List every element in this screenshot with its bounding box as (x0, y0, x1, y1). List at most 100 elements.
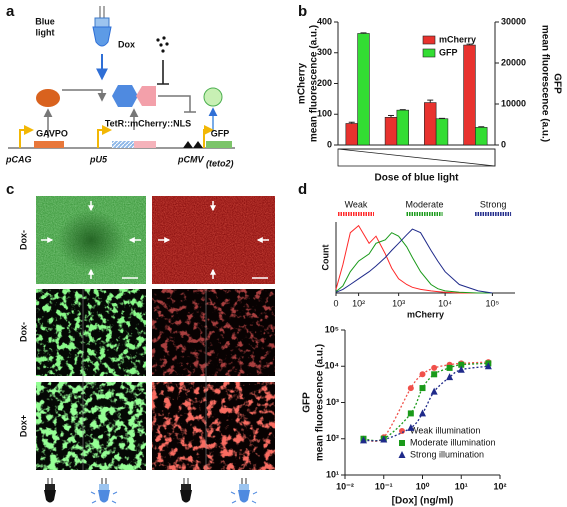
point (359, 436, 367, 444)
blue-lamp (92, 6, 112, 47)
legend-label: Weak illumination (410, 425, 480, 435)
row-label: Dox- (18, 322, 28, 342)
y2-axis-label: mean fluorescence (a.u.) (539, 25, 550, 142)
panel-label: b (298, 3, 307, 20)
lamp-bulb (44, 490, 56, 503)
promoter-label: pU5 (89, 154, 108, 164)
error-bar (427, 99, 434, 103)
repression (158, 95, 196, 113)
point (419, 371, 426, 378)
operator (183, 141, 193, 148)
error-bar (348, 121, 355, 124)
light-rays (230, 491, 258, 504)
point (407, 410, 414, 417)
y-tick-label: 10² (326, 433, 339, 443)
lamp-off (44, 478, 56, 503)
y-tick-label: 0 (327, 139, 332, 149)
point (430, 387, 438, 395)
gene-box (34, 141, 64, 148)
x-axis-label: [Dox] (ng/ml) (392, 496, 454, 507)
point (380, 435, 388, 443)
x-tick-label: 10¹ (455, 481, 468, 491)
y-axis-label: mean fluorescence (a.u.) (315, 344, 326, 461)
y-tick-label: 300 (317, 47, 332, 57)
legend-label: GFP (439, 47, 458, 57)
y-axis-label: mean fluorescence (a.u.) (309, 25, 320, 142)
bar (357, 33, 370, 146)
bar (396, 109, 409, 146)
point (446, 364, 453, 371)
bar (345, 123, 358, 146)
error-bar (466, 43, 473, 46)
series-line (335, 224, 493, 294)
point (419, 385, 426, 392)
row-label: Dox- (18, 230, 28, 250)
x-tick-label: 10² (352, 298, 365, 308)
tetr-protein (112, 85, 138, 107)
gene-label: GAVPO (36, 128, 68, 138)
promoter-arrow (203, 125, 214, 148)
bar (424, 102, 437, 146)
micrograph-speckles (152, 289, 275, 376)
x-axis-label: mCherry (407, 309, 444, 319)
micrograph-speckles (152, 382, 275, 470)
y-tick-label: 10⁴ (325, 361, 339, 371)
x-tick-label: 10⁻² (336, 481, 354, 491)
point (419, 409, 426, 417)
lamp-on (230, 478, 258, 504)
dox-label: Dox (118, 39, 135, 49)
promoter-label: pCAG (5, 154, 32, 164)
dose-box (337, 148, 496, 167)
micrograph-speckles (36, 382, 146, 470)
legend-label: Moderate (406, 199, 444, 209)
dox-dots (156, 36, 169, 53)
legend-swatch (422, 35, 436, 45)
point (407, 385, 414, 392)
series-line (335, 228, 493, 294)
blue-light-label: light (36, 27, 55, 37)
fit-curve (363, 361, 489, 443)
bar (463, 44, 476, 146)
lamp-base (45, 484, 55, 490)
point (457, 365, 465, 373)
point (458, 361, 465, 368)
dose-wedge (337, 148, 496, 167)
operator (193, 141, 203, 148)
lamp-base (94, 17, 110, 28)
legend-label: mCherry (439, 34, 476, 44)
gene-label: GFP (211, 128, 230, 138)
lamp-on (90, 478, 118, 504)
y2-tick-label: 20000 (501, 57, 526, 67)
row-label: Dox+ (18, 415, 28, 437)
point (446, 373, 454, 381)
inhibition (157, 60, 169, 85)
promoter-arrow (19, 125, 34, 148)
y2-tick-label: 0 (501, 139, 506, 149)
x-tick-label: 0 (333, 298, 338, 308)
point (484, 362, 492, 370)
point (431, 371, 438, 378)
legend-label: Strong illumination (410, 449, 484, 459)
y2-tick-label: 30000 (501, 16, 526, 26)
gene-box (206, 141, 232, 148)
y-axis-label: GFP (302, 392, 313, 413)
y-tick-label: 200 (317, 78, 332, 88)
y-tick-label: 10³ (326, 397, 339, 407)
bar (384, 117, 398, 146)
dox-dot (161, 49, 165, 53)
x-tick-label: 10⁰ (416, 481, 430, 491)
error-bar (387, 114, 394, 118)
gene-label: TetR::mCherry::NLS (105, 118, 191, 128)
illuminated-area (57, 210, 125, 270)
legend-label: Weak (345, 199, 368, 209)
mcherry-protein (136, 86, 156, 106)
dox-dot (159, 43, 163, 47)
x-tick-label: 10⁻¹ (375, 481, 393, 491)
y-axis-label: mCherry (297, 63, 308, 105)
y2-tick-label: 10000 (501, 98, 526, 108)
legend-marker (399, 440, 405, 446)
point (407, 423, 415, 431)
bar (475, 127, 488, 146)
micrographs: Dox- Dox- Dox+ (18, 196, 275, 504)
